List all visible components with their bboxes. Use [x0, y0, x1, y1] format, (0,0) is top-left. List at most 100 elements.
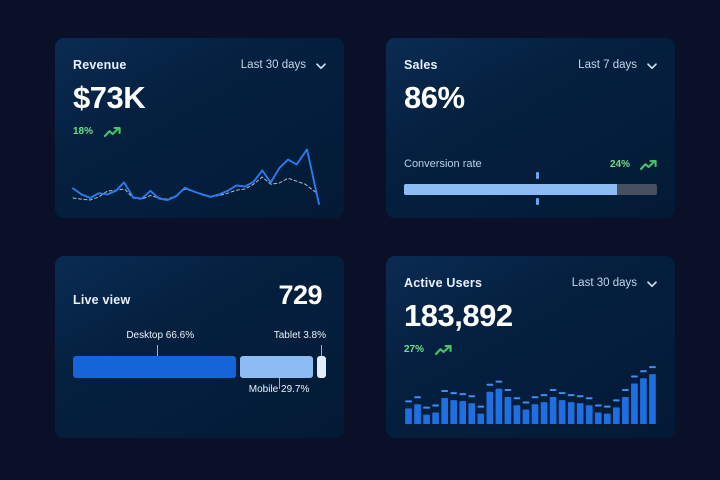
- bar-cap: [631, 375, 638, 378]
- bar: [504, 396, 512, 424]
- activeusers-title: Active Users: [404, 276, 483, 290]
- bar-cap: [522, 401, 530, 404]
- bar: [603, 413, 611, 424]
- conversion-progress-bar[interactable]: [404, 172, 657, 205]
- bar: [459, 401, 467, 424]
- bar: [585, 405, 593, 424]
- bar: [522, 409, 530, 424]
- bar-cap: [432, 404, 439, 407]
- chevron-down-icon[interactable]: [646, 278, 657, 289]
- conversion-rate-row: Conversion rate 24%: [404, 158, 657, 171]
- revenue-title: Revenue: [73, 58, 127, 72]
- bar: [513, 405, 521, 424]
- bar: [613, 407, 620, 424]
- activeusers-card-header: Active Users Last 30 days: [386, 256, 675, 290]
- revenue-card: Revenue Last 30 days $73K 18%: [55, 38, 344, 218]
- sales-value: 86%: [404, 80, 465, 115]
- bar: [414, 404, 421, 424]
- bar-cap: [531, 396, 539, 399]
- bar-cap: [603, 405, 611, 408]
- revenue-current-series: [72, 148, 320, 205]
- conversion-rate-label: Conversion rate: [404, 158, 482, 170]
- device-split-bar: [73, 356, 326, 378]
- bar: [640, 378, 647, 424]
- device-segment-label: Tablet 3.8%: [273, 330, 326, 341]
- bar: [549, 396, 557, 424]
- revenue-delta-value: 18%: [73, 125, 94, 137]
- revenue-range-selector[interactable]: Last 30 days: [241, 59, 326, 71]
- device-segment-label: Desktop 66.6%: [126, 330, 195, 341]
- trend-up-icon: [434, 343, 452, 356]
- bar-cap: [594, 404, 602, 407]
- device-segment[interactable]: [240, 356, 313, 378]
- card-grid: Revenue Last 30 days $73K 18%: [55, 38, 675, 438]
- conversion-rate-delta: 24%: [609, 158, 657, 171]
- bar-cap: [613, 399, 620, 402]
- bar-cap: [459, 393, 467, 396]
- device-segment[interactable]: [73, 356, 236, 378]
- bar: [441, 398, 449, 424]
- trend-up-icon: [639, 158, 657, 171]
- activeusers-delta-value: 27%: [404, 343, 425, 355]
- bar: [486, 391, 494, 424]
- bar-cap: [441, 390, 449, 392]
- bar-cap: [423, 406, 430, 409]
- bar: [468, 403, 476, 424]
- sales-card-header: Sales Last 7 days: [386, 38, 675, 72]
- revenue-previous-series: [72, 176, 318, 201]
- bar: [558, 400, 566, 424]
- bar-cap: [649, 366, 656, 369]
- activeusers-value: 183,892: [404, 298, 513, 333]
- progress-marker-bottom: [535, 198, 539, 205]
- bar-cap: [477, 405, 485, 408]
- bar: [450, 400, 458, 424]
- bar-cap: [468, 395, 476, 398]
- liveview-value: 729: [278, 280, 322, 310]
- chevron-down-icon[interactable]: [646, 60, 657, 71]
- bar: [631, 383, 638, 424]
- activeusers-card: Active Users Last 30 days 183,892 27%: [386, 256, 675, 438]
- bar-cap: [513, 397, 521, 400]
- bar: [405, 408, 412, 424]
- device-segment-tick: [279, 378, 281, 389]
- revenue-line-svg: [72, 148, 320, 205]
- bar: [540, 402, 548, 424]
- device-segment[interactable]: [316, 356, 326, 378]
- liveview-card-header: Live view 729: [55, 256, 344, 311]
- bar: [622, 396, 629, 424]
- bar-cap: [504, 388, 512, 391]
- sales-range-selector[interactable]: Last 7 days: [578, 59, 657, 71]
- activeusers-range-label: Last 30 days: [571, 277, 637, 289]
- activeusers-range-selector[interactable]: Last 30 days: [572, 277, 657, 289]
- revenue-value: $73K: [73, 80, 146, 115]
- revenue-line-chart: [55, 148, 344, 210]
- bar: [477, 413, 485, 424]
- bar: [423, 414, 430, 424]
- bar: [576, 403, 584, 424]
- progress-marker-top: [535, 172, 539, 179]
- activeusers-bar-chart: [404, 362, 657, 424]
- trend-up-icon: [103, 125, 121, 138]
- bar: [531, 404, 539, 424]
- revenue-card-header: Revenue Last 30 days: [55, 38, 344, 72]
- bar-cap: [549, 388, 557, 391]
- progress-fill: [404, 184, 617, 195]
- bar-cap: [414, 396, 421, 399]
- bar-cap: [622, 388, 629, 391]
- bar: [432, 412, 439, 424]
- bar-cap: [640, 370, 647, 373]
- bar: [495, 388, 503, 424]
- bar-cap: [495, 380, 503, 383]
- bar-cap: [567, 394, 575, 397]
- device-segment-label: Mobile 29.7%: [248, 384, 310, 395]
- bar-cap: [540, 394, 548, 397]
- revenue-range-label: Last 30 days: [240, 59, 306, 71]
- bar: [594, 412, 602, 424]
- bar-cap: [558, 392, 566, 395]
- liveview-title: Live view: [73, 293, 131, 307]
- bar: [649, 374, 656, 424]
- bar: [567, 402, 575, 424]
- sales-range-label: Last 7 days: [578, 59, 637, 71]
- conversion-delta-value: 24%: [609, 158, 630, 170]
- chevron-down-icon[interactable]: [315, 60, 326, 71]
